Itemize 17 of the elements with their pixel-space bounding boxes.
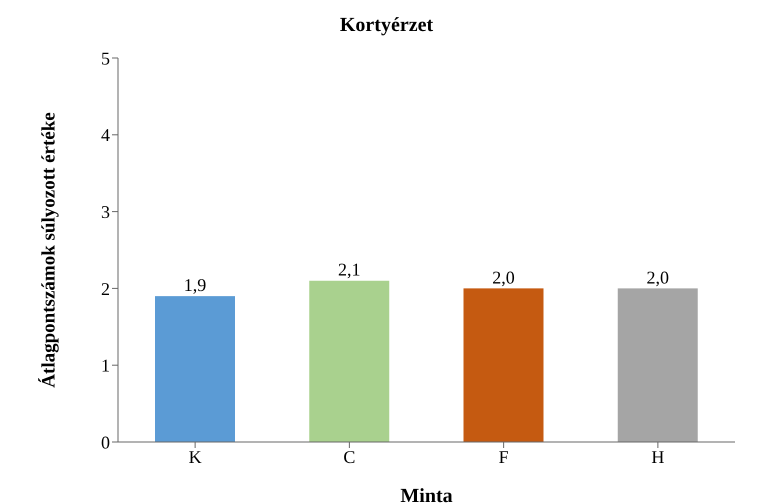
y-tick-label: 2 [101,278,110,299]
x-tick-label: H [651,446,664,467]
x-tick-label: F [498,446,509,467]
y-tick-label: 3 [101,202,110,222]
data-label: 2,0 [646,267,669,288]
x-tick-label: K [188,446,202,467]
chart-title: Kortyérzet [338,14,434,37]
data-label: 2,0 [492,267,515,288]
x-tick-label: C [343,446,356,467]
y-tick-label: 5 [101,48,110,68]
y-axis-title: Átlagpontszámok súlyozott értéke [38,112,60,388]
y-tick-label: 1 [101,356,110,376]
x-axis-title: Minta [400,485,453,504]
data-label: 2,1 [338,260,360,280]
data-label: 1,9 [184,275,206,296]
y-tick-label: 4 [101,125,110,146]
y-tick-label: 0 [101,432,110,452]
